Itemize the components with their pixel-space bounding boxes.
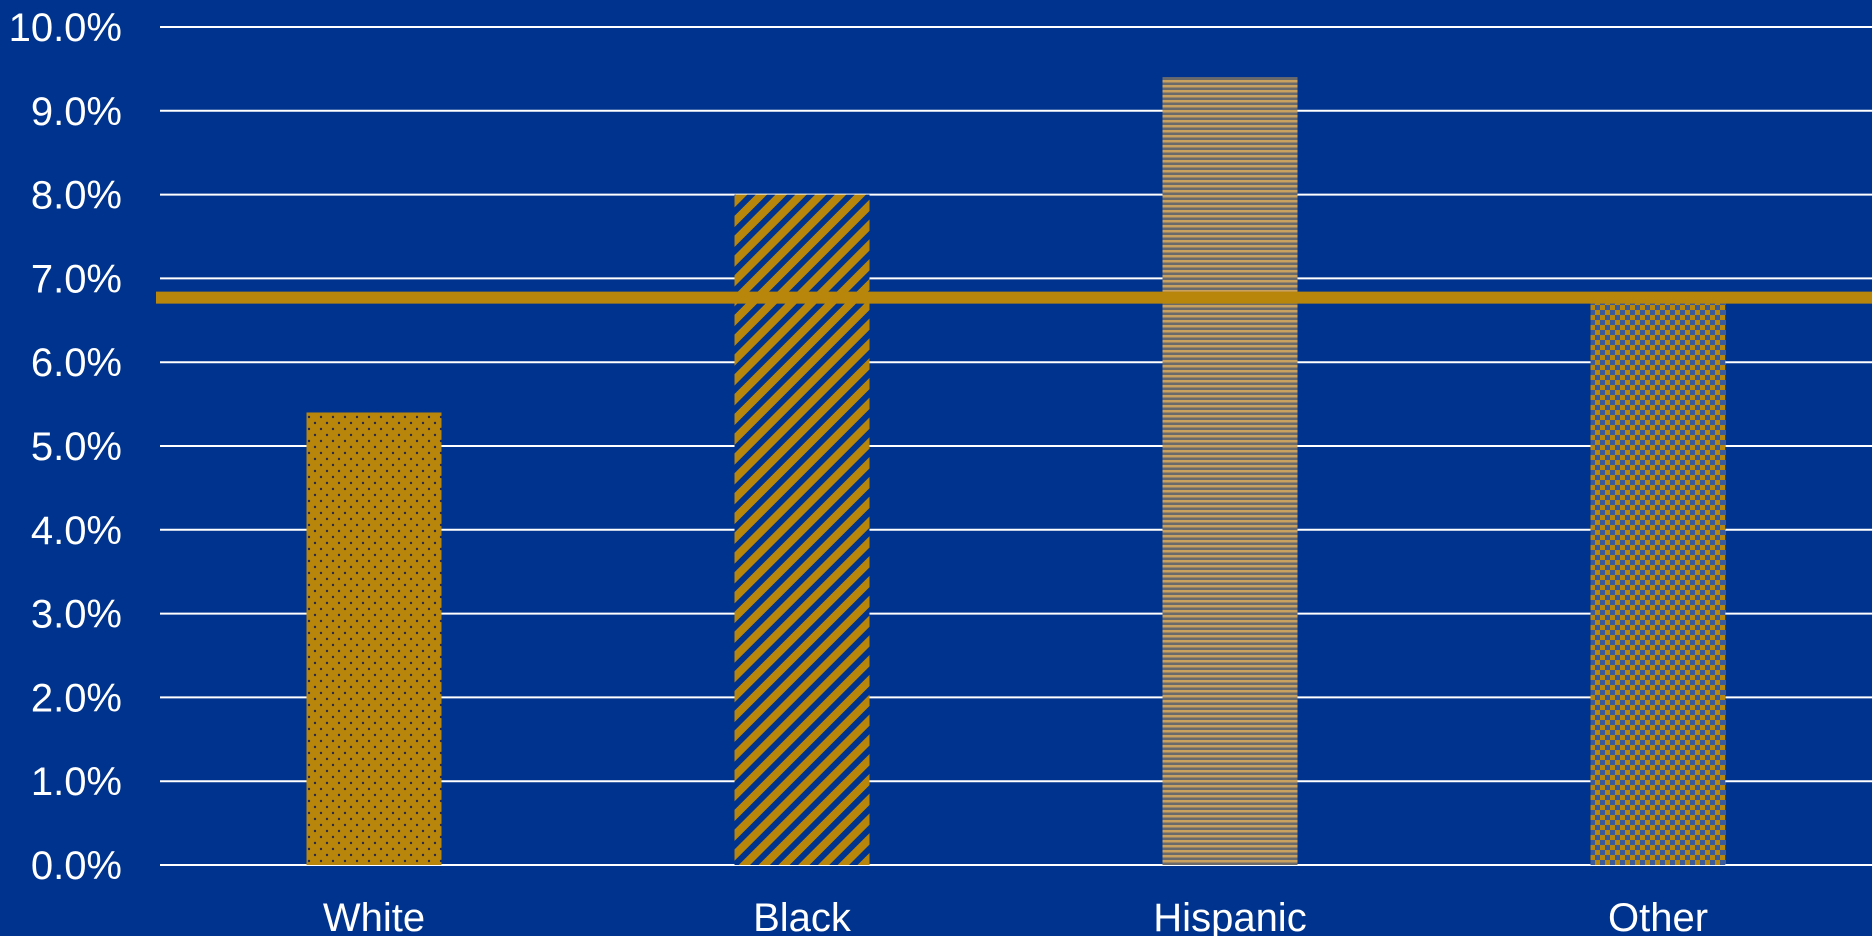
y-tick-label: 7.0% xyxy=(31,257,122,301)
bar-other xyxy=(1590,303,1726,865)
y-axis-ticks: 0.0% 1.0% 2.0% 3.0% 4.0% 5.0% 6.0% 7.0% 8.0% 9.0%… xyxy=(9,6,122,888)
y-tick-label: 10.0% xyxy=(9,6,122,50)
x-axis-labels: White Black Hispanic Other xyxy=(323,896,1708,936)
y-tick-label: 3.0% xyxy=(31,593,122,637)
y-tick-label: 1.0% xyxy=(31,760,122,804)
x-tick-label: Other xyxy=(1608,896,1708,936)
y-tick-label: 9.0% xyxy=(31,90,122,134)
y-tick-label: 8.0% xyxy=(31,174,122,218)
y-tick-label: 6.0% xyxy=(31,341,122,385)
x-tick-label: Hispanic xyxy=(1153,896,1306,936)
bars xyxy=(306,77,1726,866)
x-tick-label: Black xyxy=(753,896,852,936)
bar-white xyxy=(306,412,442,865)
gridlines xyxy=(160,26,1872,866)
y-tick-label: 0.0% xyxy=(31,844,122,888)
x-tick-label: White xyxy=(323,896,425,936)
y-tick-label: 2.0% xyxy=(31,676,122,720)
y-tick-label: 4.0% xyxy=(31,509,122,553)
bar-black xyxy=(734,194,870,866)
bar-hispanic xyxy=(1162,77,1298,865)
y-tick-label: 5.0% xyxy=(31,425,122,469)
